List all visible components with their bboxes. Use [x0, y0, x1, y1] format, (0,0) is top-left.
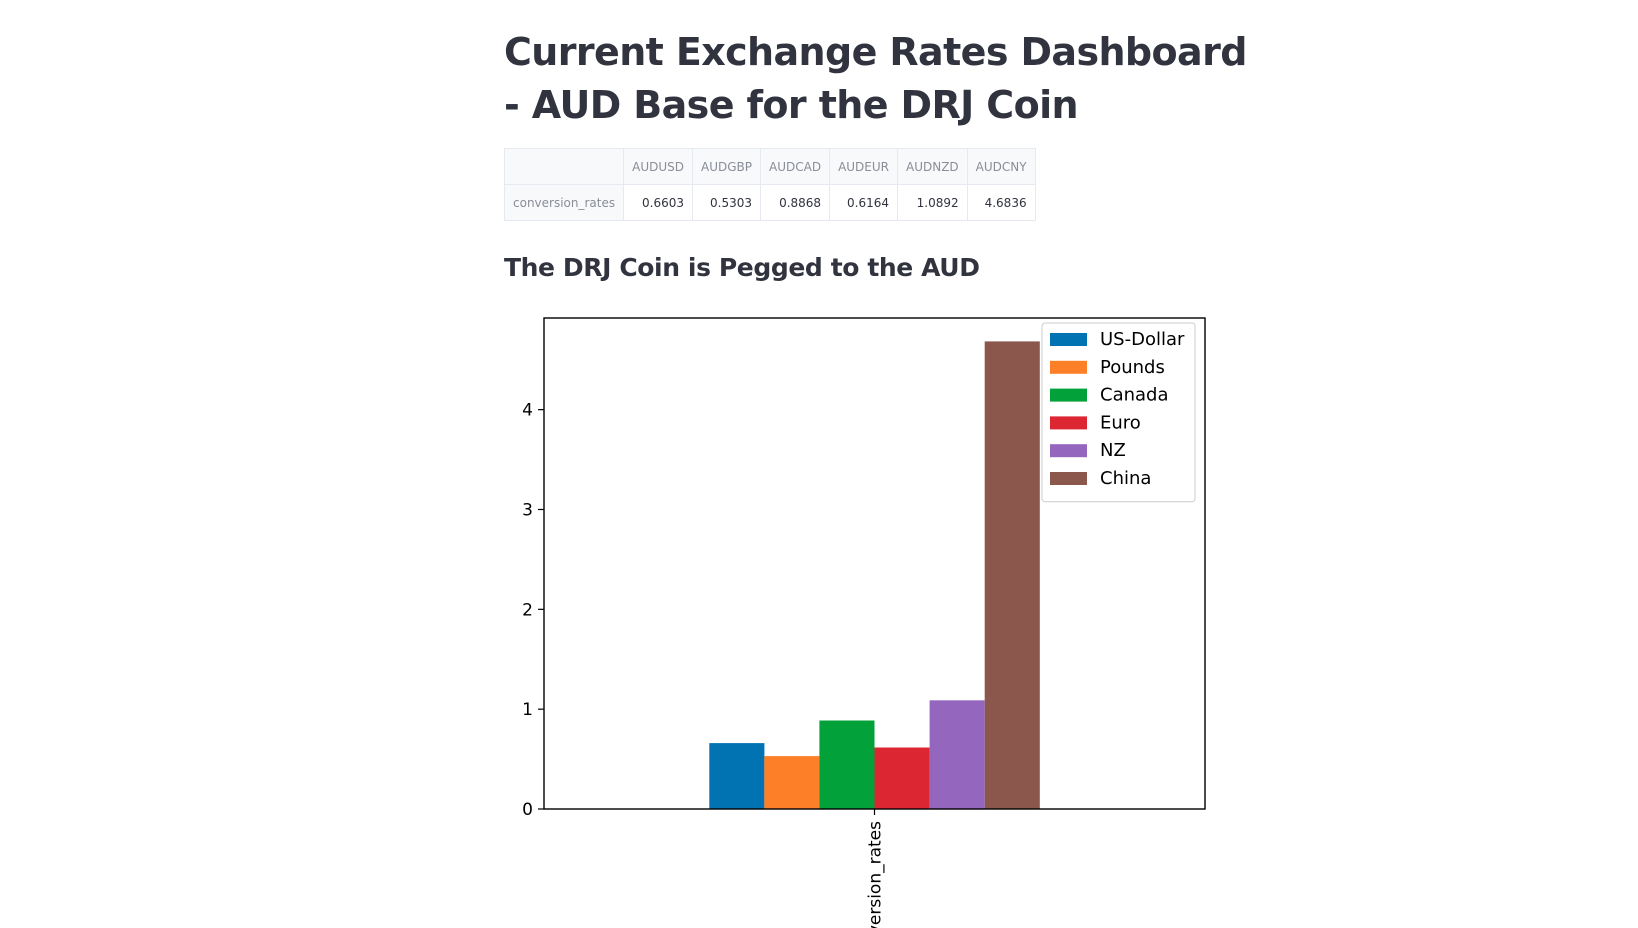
x-tick-label: conversion_rates — [866, 821, 886, 928]
table-cell[interactable]: 0.6164 — [829, 184, 898, 221]
legend-swatch-euro — [1050, 416, 1087, 430]
column-header[interactable]: AUDGBP — [692, 148, 761, 185]
legend-label: Canada — [1100, 385, 1169, 406]
bar-euro — [874, 747, 930, 809]
page-title: Current Exchange Rates Dashboard - AUD B… — [504, 30, 1247, 127]
table-cell[interactable]: 0.8868 — [759, 184, 831, 221]
table-cell[interactable]: 4.6836 — [966, 184, 1036, 221]
bar-pounds — [764, 756, 820, 809]
rates-table: AUDUSD AUDGBP AUDCAD AUDEUR AUDNZD AUDCN… — [503, 148, 1036, 221]
y-tick-label: 1 — [522, 700, 533, 720]
table-header-row: AUDUSD AUDGBP AUDCAD AUDEUR AUDNZD AUDCN… — [503, 148, 1036, 185]
legend-swatch-china — [1050, 472, 1087, 485]
legend-swatch-pounds — [1050, 360, 1087, 374]
legend-label: NZ — [1100, 440, 1126, 461]
y-tick-label: 0 — [522, 800, 533, 820]
column-header[interactable]: AUDCNY — [966, 148, 1036, 185]
legend-swatch-canada — [1050, 388, 1087, 402]
table-row: conversion_rates 0.6603 0.5303 0.8868 0.… — [503, 184, 1036, 221]
legend-label: Pounds — [1100, 357, 1165, 378]
column-header[interactable]: AUDEUR — [829, 148, 898, 185]
column-header[interactable]: AUDUSD — [623, 148, 693, 185]
legend-swatch-nz — [1050, 444, 1087, 458]
table-cell[interactable]: 0.5303 — [692, 184, 761, 221]
legend-label: US-Dollar — [1100, 329, 1185, 350]
legend-swatch-us-dollar — [1050, 333, 1087, 346]
row-header: conversion_rates — [503, 184, 625, 221]
bar-nz — [929, 700, 985, 809]
bar-us-dollar — [709, 743, 765, 809]
bar-canada — [819, 720, 875, 809]
y-tick-label: 3 — [522, 500, 533, 520]
table-cell[interactable]: 1.0892 — [897, 184, 968, 221]
legend-label: Euro — [1100, 412, 1141, 433]
y-tick-label: 4 — [522, 401, 533, 421]
column-header[interactable]: AUDNZD — [897, 148, 968, 185]
section-subheading: The DRJ Coin is Pegged to the AUD — [504, 253, 980, 282]
table-cell[interactable]: 0.6603 — [623, 184, 693, 221]
column-header[interactable]: AUDCAD — [759, 148, 831, 185]
legend-label: China — [1100, 468, 1151, 489]
exchange-rate-bar-chart: 0 1 2 3 4 conversion_rates US-Dollar Pounds Cana… — [522, 317, 1206, 928]
table-corner-cell — [503, 148, 625, 185]
y-tick-label: 2 — [522, 600, 533, 620]
bar-china — [984, 341, 1040, 809]
